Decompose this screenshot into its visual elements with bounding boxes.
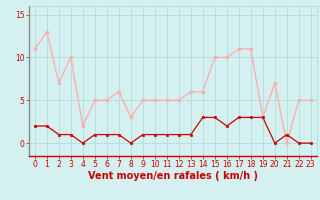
X-axis label: Vent moyen/en rafales ( km/h ): Vent moyen/en rafales ( km/h )	[88, 171, 258, 181]
